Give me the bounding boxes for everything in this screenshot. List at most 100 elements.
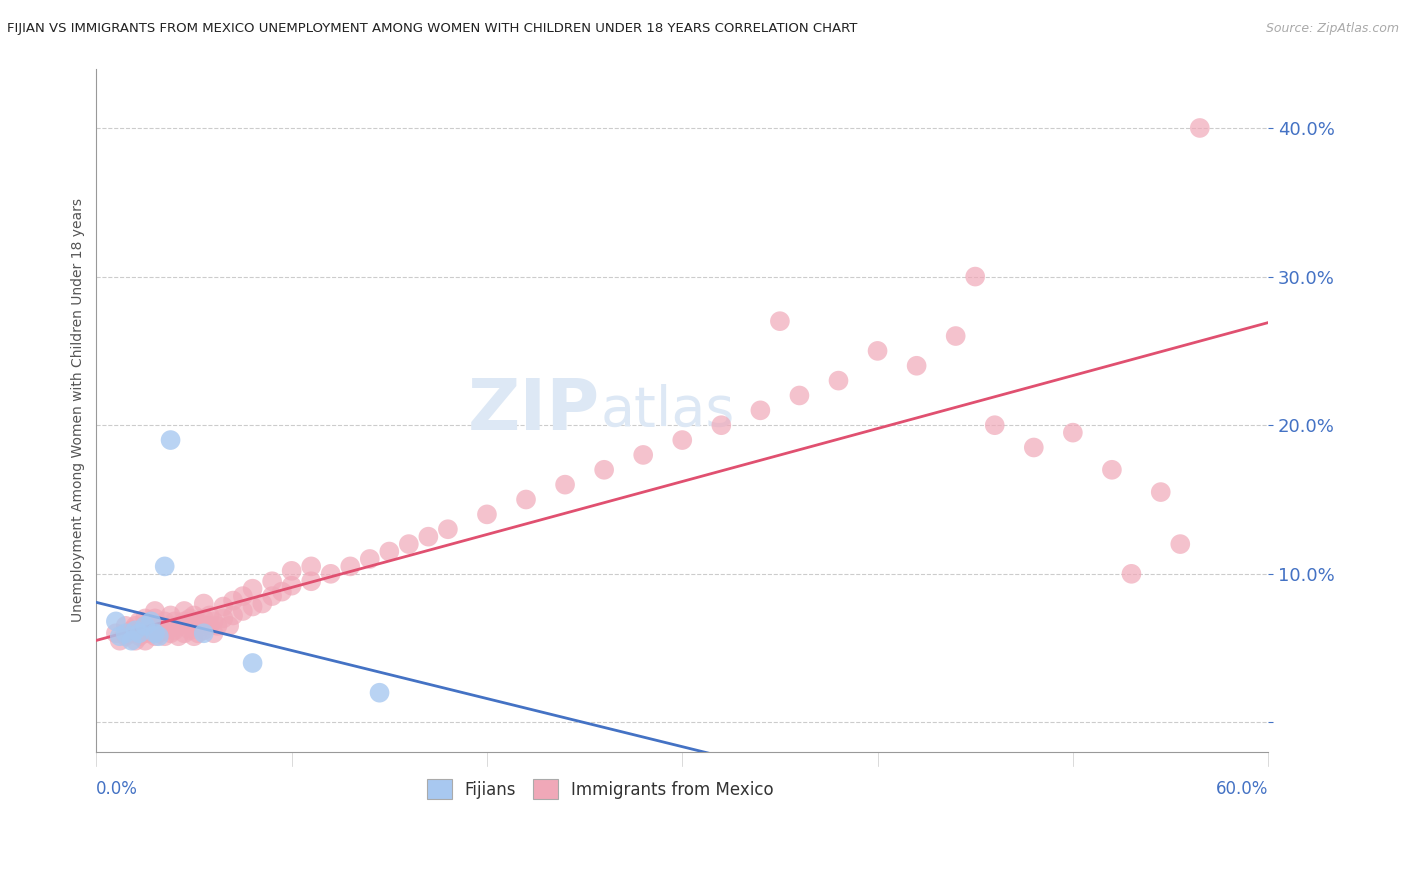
Point: [368, 686, 391, 700]
Point: [218, 619, 240, 633]
Point: [124, 633, 146, 648]
Point: [202, 626, 225, 640]
Point: [153, 624, 176, 638]
Point: [167, 629, 190, 643]
Point: [143, 629, 166, 643]
Point: [143, 626, 166, 640]
Point: [769, 314, 792, 328]
Point: [163, 624, 186, 638]
Point: [153, 615, 176, 629]
Point: [167, 619, 190, 633]
Point: [232, 589, 254, 603]
Point: [134, 633, 156, 648]
Point: [1188, 120, 1211, 135]
Point: [143, 604, 166, 618]
Point: [1168, 537, 1191, 551]
Point: [193, 611, 215, 625]
Point: [134, 611, 156, 625]
Y-axis label: Unemployment Among Women with Children Under 18 years: Unemployment Among Women with Children U…: [72, 198, 86, 623]
Point: [148, 629, 170, 643]
Point: [1121, 566, 1143, 581]
Point: [207, 619, 229, 633]
Text: 60.0%: 60.0%: [1216, 780, 1268, 797]
Point: [159, 626, 181, 640]
Point: [159, 608, 181, 623]
Point: [262, 589, 284, 603]
Point: [554, 477, 576, 491]
Point: [631, 448, 654, 462]
Point: [153, 629, 176, 643]
Point: [128, 626, 150, 640]
Point: [128, 629, 150, 643]
Point: [173, 615, 195, 629]
Point: [139, 615, 162, 629]
Point: [134, 619, 156, 633]
Point: [173, 604, 195, 618]
Text: atlas: atlas: [600, 384, 734, 437]
Point: [789, 388, 811, 402]
Point: [148, 626, 170, 640]
Point: [124, 624, 146, 638]
Point: [121, 624, 143, 638]
Point: [183, 608, 205, 623]
Point: [114, 619, 136, 633]
Point: [339, 559, 361, 574]
Point: [475, 508, 498, 522]
Legend: Fijians, Immigrants from Mexico: Fijians, Immigrants from Mexico: [420, 772, 780, 805]
Point: [114, 629, 136, 643]
Point: [242, 599, 264, 614]
Point: [359, 552, 381, 566]
Point: [1150, 485, 1173, 500]
Point: [378, 544, 401, 558]
Point: [139, 624, 162, 638]
Point: [173, 626, 195, 640]
Point: [139, 626, 162, 640]
Point: [193, 597, 215, 611]
Point: [153, 559, 176, 574]
Point: [262, 574, 284, 589]
Point: [128, 626, 150, 640]
Point: [179, 611, 201, 625]
Point: [104, 626, 127, 640]
Text: FIJIAN VS IMMIGRANTS FROM MEXICO UNEMPLOYMENT AMONG WOMEN WITH CHILDREN UNDER 18: FIJIAN VS IMMIGRANTS FROM MEXICO UNEMPLO…: [7, 22, 858, 36]
Point: [179, 624, 201, 638]
Point: [280, 564, 302, 578]
Point: [183, 619, 205, 633]
Text: ZIP: ZIP: [468, 376, 600, 445]
Point: [319, 566, 342, 581]
Point: [299, 574, 322, 589]
Point: [193, 626, 215, 640]
Point: [212, 599, 235, 614]
Point: [108, 633, 131, 648]
Point: [1062, 425, 1084, 440]
Point: [398, 537, 420, 551]
Point: [242, 582, 264, 596]
Point: [418, 530, 440, 544]
Point: [866, 343, 889, 358]
Point: [139, 615, 162, 629]
Point: [121, 633, 143, 648]
Point: [965, 269, 987, 284]
Point: [437, 522, 460, 536]
Point: [242, 656, 264, 670]
Point: [671, 433, 693, 447]
Point: [108, 629, 131, 643]
Point: [198, 608, 221, 623]
Point: [945, 329, 967, 343]
Point: [202, 615, 225, 629]
Point: [1101, 463, 1123, 477]
Point: [134, 619, 156, 633]
Point: [114, 626, 136, 640]
Point: [163, 615, 186, 629]
Point: [148, 619, 170, 633]
Point: [183, 629, 205, 643]
Point: [143, 624, 166, 638]
Point: [198, 619, 221, 633]
Point: [593, 463, 616, 477]
Point: [159, 619, 181, 633]
Point: [515, 492, 537, 507]
Text: 0.0%: 0.0%: [97, 780, 138, 797]
Point: [252, 597, 274, 611]
Point: [143, 611, 166, 625]
Point: [905, 359, 928, 373]
